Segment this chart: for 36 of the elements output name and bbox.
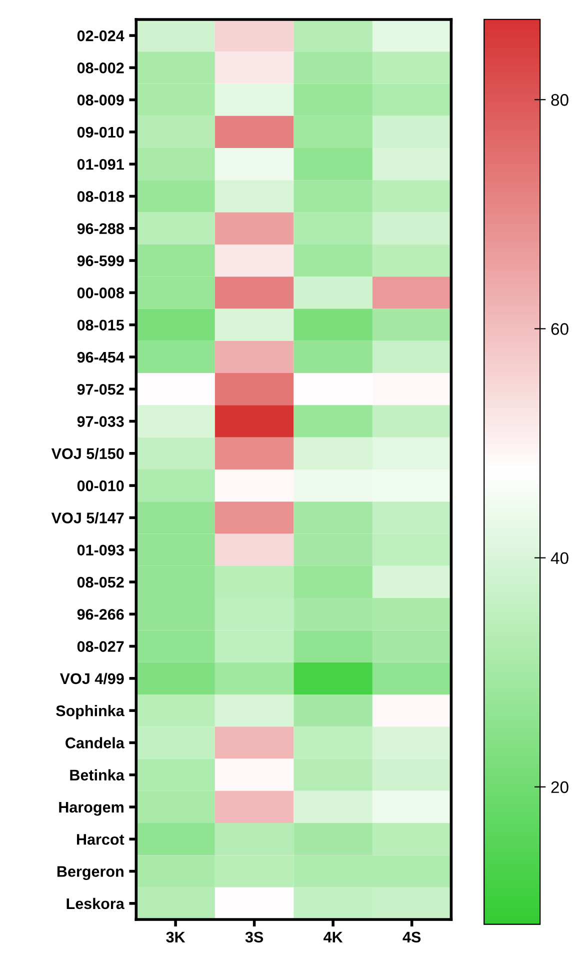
y-tick-label: 02-024 bbox=[77, 30, 124, 42]
x-tick-label: 3S bbox=[245, 932, 264, 943]
y-tick-label: 00-010 bbox=[77, 480, 124, 492]
color-bar-label: 40 bbox=[550, 552, 568, 564]
y-tick-label: 01-091 bbox=[77, 158, 124, 170]
x-tick-label: 4S bbox=[402, 932, 421, 943]
x-tick-label: 3K bbox=[166, 932, 186, 943]
y-tick-label: 01-093 bbox=[77, 544, 124, 556]
y-tick-label: Harogem bbox=[59, 802, 124, 816]
y-tick-label: 96-599 bbox=[77, 255, 124, 266]
color-bar-label: 60 bbox=[551, 323, 568, 335]
y-tick-label: Harcot bbox=[77, 834, 124, 845]
y-tick-label: 08-015 bbox=[77, 320, 124, 331]
y-tick-label: VOJ 4/99 bbox=[60, 672, 124, 684]
y-tick-label: 00-008 bbox=[77, 288, 124, 298]
y-tick-label: Candela bbox=[66, 737, 124, 748]
y-tick-label: 08-052 bbox=[77, 576, 124, 588]
y-tick-label: 97-052 bbox=[77, 384, 124, 395]
y-tick-label: Bergeron bbox=[57, 866, 124, 880]
y-tick-label: 96-266 bbox=[77, 608, 124, 620]
y-tick-label: 08-009 bbox=[77, 94, 124, 106]
y-tick-label: 08-002 bbox=[77, 62, 124, 74]
color-bar-label: 80 bbox=[551, 94, 568, 106]
y-tick-label: VOJ 5/150 bbox=[51, 448, 124, 460]
y-tick-label: 08-018 bbox=[77, 191, 124, 202]
y-tick-label: 96-288 bbox=[77, 223, 124, 234]
y-tick-label: Leskora bbox=[66, 898, 124, 910]
y-tick-label: Sophinka bbox=[56, 705, 124, 720]
y-tick-label: 09-010 bbox=[77, 126, 124, 138]
y-tick-label: Betinka bbox=[70, 769, 124, 781]
x-tick-label: 4K bbox=[324, 932, 343, 942]
y-tick-label: 96-454 bbox=[77, 352, 124, 363]
color-bar-label: 20 bbox=[551, 781, 568, 794]
y-tick-label: VOJ 5/147 bbox=[51, 512, 124, 524]
y-tick-label: 97-033 bbox=[77, 416, 124, 427]
y-tick-label: 08-027 bbox=[77, 641, 124, 652]
